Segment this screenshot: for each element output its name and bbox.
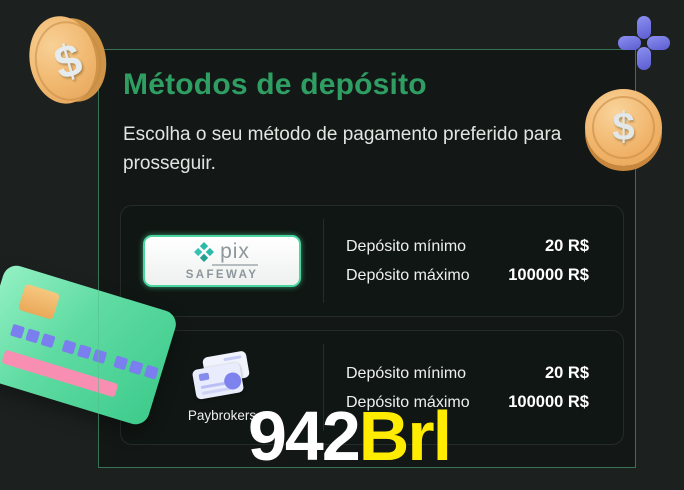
page-subtitle: Escolha o seu método de pagamento prefer…: [123, 124, 562, 174]
dollar-coin-icon: $: [585, 89, 662, 166]
card-divider: [323, 344, 324, 431]
brand-logo: 942Brl: [248, 401, 452, 471]
page-title: Métodos de depósito: [123, 68, 427, 101]
pix-wordmark: pix: [220, 240, 250, 263]
max-deposit-label: Depósito máximo: [346, 393, 470, 411]
limit-row-min: Depósito mínimo 20 R$: [346, 237, 589, 256]
panel-header: Métodos de depósito Escolha o seu método…: [123, 68, 603, 178]
pix-safeway-logo: pix SAFEWAY: [143, 235, 301, 287]
max-deposit-label: Depósito máximo: [346, 267, 470, 284]
limit-row-min: Depósito mínimo 20 R$: [346, 364, 589, 383]
paybrokers-logo-area: Paybrokers: [121, 331, 323, 444]
pix-safeway-logo-area: pix SAFEWAY: [121, 206, 323, 316]
payment-method-card-paybrokers[interactable]: Paybrokers Depósito mínimo 20 R$ Depósit…: [120, 330, 624, 445]
max-deposit-value: 100000 R$: [508, 392, 589, 411]
paybrokers-limits: Depósito mínimo 20 R$ Depósito máximo 10…: [324, 331, 623, 444]
paybrokers-cards-icon: [191, 349, 253, 401]
brand-logo-suffix: Brl: [358, 397, 452, 475]
card-divider: [323, 219, 324, 303]
pix-tagline-bar: [212, 264, 258, 266]
payment-method-card-pix-safeway[interactable]: pix SAFEWAY Depósito mínimo 20 R$ Depósi…: [120, 205, 624, 317]
brand-logo-number: 942: [247, 397, 361, 475]
pix-safeway-limits: Depósito mínimo 20 R$ Depósito máximo 10…: [324, 206, 623, 316]
dollar-coin-icon: $: [20, 8, 115, 114]
limit-row-max: Depósito máximo 100000 R$: [346, 266, 589, 285]
pix-diamond-icon: [194, 241, 215, 262]
limit-row-max: Depósito máximo 100000 R$: [346, 393, 589, 412]
credit-card-chip: [17, 283, 61, 320]
paybrokers-label: Paybrokers: [187, 407, 257, 423]
max-deposit-value: 100000 R$: [508, 266, 589, 284]
safeway-wordmark: SAFEWAY: [185, 269, 259, 281]
min-deposit-label: Depósito mínimo: [346, 364, 467, 382]
dollar-symbol: $: [48, 32, 88, 90]
min-deposit-value: 20 R$: [544, 363, 589, 382]
min-deposit-label: Depósito mínimo: [346, 238, 467, 255]
deposit-panel: Métodos de depósito Escolha o seu método…: [98, 49, 636, 468]
dollar-symbol: $: [612, 105, 635, 149]
plus-icon: [618, 16, 670, 70]
min-deposit-value: 20 R$: [544, 237, 589, 255]
